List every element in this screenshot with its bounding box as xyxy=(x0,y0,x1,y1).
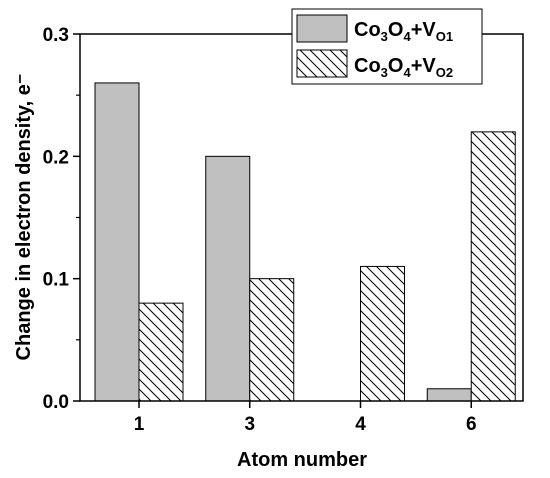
bar-series-2-atom-1 xyxy=(138,302,184,402)
y-tick-label: 0.0 xyxy=(43,392,69,413)
bars-group xyxy=(94,82,516,402)
y-tick-label: 0.3 xyxy=(43,25,69,46)
x-tick-label: 3 xyxy=(244,414,255,435)
y-axis-ticks: 0.0 0.1 0.2 0.3 xyxy=(43,25,80,413)
x-tick-label: 6 xyxy=(466,414,477,435)
bar-series-1-atom-1 xyxy=(94,82,140,402)
y-tick-label: 0.1 xyxy=(43,270,70,291)
legend: Co3O4+VO1 Co3O4+VO2 xyxy=(291,8,483,85)
legend-swatch-series-2 xyxy=(296,49,348,78)
legend-label-series-1: Co3O4+VO1 xyxy=(354,19,453,44)
bar-series-2-atom-3 xyxy=(249,278,295,402)
bar-series-2-atom-6 xyxy=(470,131,516,402)
bar-series-2-atom-4 xyxy=(360,265,405,402)
y-tick-label: 0.2 xyxy=(43,147,69,168)
bar-series-1-atom-6 xyxy=(426,388,472,402)
legend-label-series-2: Co3O4+VO2 xyxy=(354,55,453,80)
x-axis-ticks: 1 3 4 6 xyxy=(134,401,477,435)
x-axis-title: Atom number xyxy=(237,449,367,471)
y-axis-title: Change in electron density, e⁻ xyxy=(13,74,35,361)
x-tick-label: 4 xyxy=(355,414,366,435)
x-tick-label: 1 xyxy=(134,414,145,435)
legend-swatch-series-1 xyxy=(296,14,348,43)
bar-series-1-atom-3 xyxy=(205,155,251,402)
